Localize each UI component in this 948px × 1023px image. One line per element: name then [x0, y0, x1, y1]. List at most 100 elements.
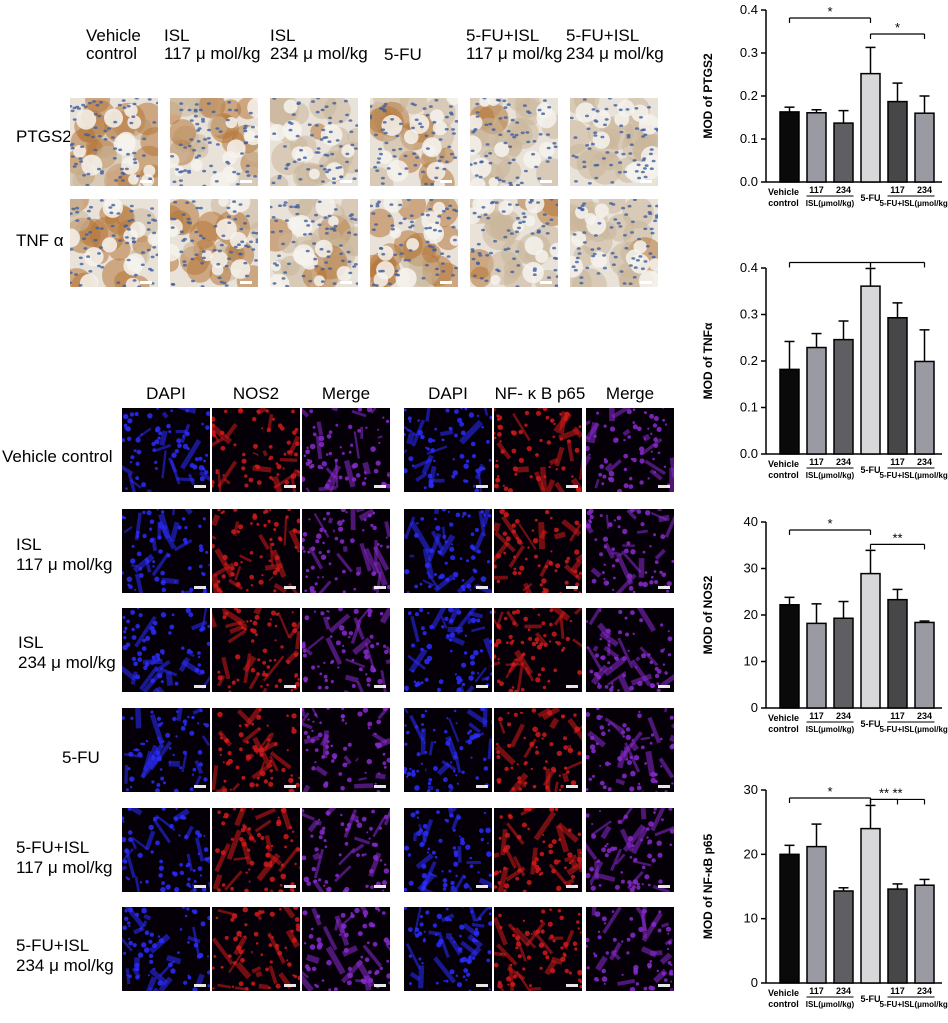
x-tick-label-117: 117 [809, 185, 824, 195]
if-micrograph-r4-c1 [212, 808, 300, 892]
if-row-label-isl234: ISL 234 μ mol/kg [18, 633, 116, 672]
bar-4 [887, 598, 908, 709]
x-tick-label-234: 234 [836, 185, 851, 195]
ihc-col-label-isl234: ISL 234 μ mol/kg [270, 26, 368, 63]
if-micrograph-r5-c0 [122, 907, 210, 991]
bar-3 [860, 827, 881, 984]
if-row-label-5fu-isl117: 5-FU+ISL 117 μ mol/kg [16, 838, 113, 877]
y-tick-label: 0.0 [740, 174, 758, 189]
x-tick-label-234: 234 [836, 457, 851, 467]
chart-svg-1: MOD of TNFα 0.0 0.1 0.2 0.3 0.4 ** ** Vehiclecon… [701, 258, 948, 480]
sig-label-1: ** [892, 258, 902, 263]
x-tick-label-234: 234 [836, 711, 851, 721]
x-group-label-5fu-isl: 5-FU+ISL(μmol/kg) [880, 199, 948, 208]
x-tick-label-control: control [768, 470, 799, 480]
if-header-nfkb: NF- κ B p65 [494, 384, 586, 403]
bar-0 [779, 853, 800, 984]
chart-nos2: MOD of NOS2 0 10 20 30 40 * ** Vehicle control 117… [696, 512, 948, 748]
bar-5 [914, 360, 935, 455]
if-micrograph-r3-c4 [494, 708, 582, 792]
bar-0 [779, 368, 800, 455]
if-row-label-5fu-isl234: 5-FU+ISL 234 μ mol/kg [16, 936, 114, 975]
bar-3 [860, 285, 881, 455]
if-micrograph-r1-c5 [586, 509, 674, 593]
if-micrograph-r5-c5 [586, 907, 674, 991]
chart-tnfa: MOD of TNFα 0.0 0.1 0.2 0.3 0.4 ** ** Vehiclecon… [696, 258, 948, 494]
ihc-micrograph-r1-c4 [470, 199, 558, 287]
if-micrograph-r0-c0 [122, 408, 210, 492]
ihc-micrograph-r0-c0 [70, 98, 158, 186]
y-tick-label: 0 [751, 975, 758, 990]
ihc-micrograph-r1-c1 [170, 199, 258, 287]
x-tick-label-117: 117 [809, 457, 824, 467]
if-micrograph-r4-c3 [404, 808, 492, 892]
bar-1 [806, 346, 827, 455]
x-group-label-isl: ISL(μmol/kg) [806, 199, 855, 208]
x-tick-label-control: control [768, 724, 799, 734]
bar-2 [833, 890, 854, 984]
ihc-col-label-isl117: ISL 117 μ mol/kg [164, 26, 261, 63]
if-header-merge-right: Merge [605, 384, 655, 403]
if-micrograph-r4-c4 [494, 808, 582, 892]
y-axis-label: MOD of PTGS2 [701, 53, 715, 139]
y-tick-label: 40 [744, 514, 758, 529]
bar-4 [887, 317, 908, 455]
if-micrograph-r1-c2 [302, 509, 390, 593]
if-micrograph-r5-c1 [212, 907, 300, 991]
bar-1 [806, 845, 827, 984]
y-tick-label: 0.1 [740, 400, 758, 415]
y-tick-label: 0 [751, 700, 758, 715]
bar-0 [779, 604, 800, 709]
bar-2 [833, 122, 854, 183]
chart-nfkb: MOD of NF-κB p65 0 10 20 30 * ** ** Vehicle contr… [696, 780, 948, 1023]
y-axis-label: MOD of TNFα [701, 322, 715, 399]
y-tick-label: 0.3 [740, 45, 758, 60]
x-tick-label-117: 117 [809, 711, 824, 721]
if-micrograph-r3-c5 [586, 708, 674, 792]
y-tick-label: 0.0 [740, 446, 758, 461]
y-tick-label: 0.1 [740, 131, 758, 146]
if-header-dapi-left: DAPI [146, 384, 186, 403]
x-group-label-isl: ISL(μmol/kg) [806, 1000, 855, 1009]
x-tick-label-vehicle: Vehicle [768, 459, 799, 469]
if-micrograph-r1-c4 [494, 509, 582, 593]
x-tick-label-5fu: 5-FU [861, 193, 881, 203]
ihc-col-label-5fu: 5-FU [384, 45, 422, 64]
bar-0 [779, 111, 800, 183]
sig-label-0: * [827, 4, 832, 19]
if-micrograph-r3-c0 [122, 708, 210, 792]
ihc-micrograph-r0-c5 [570, 98, 658, 186]
y-tick-label: 10 [744, 911, 758, 926]
if-micrograph-r2-c3 [404, 608, 492, 692]
x-tick-label-117b: 117 [890, 986, 905, 996]
x-tick-label-234b: 234 [917, 185, 932, 195]
x-tick-label-234b: 234 [917, 986, 932, 996]
sig-label-1: ** [879, 785, 889, 800]
sig-label-0: * [827, 516, 832, 531]
bar-1 [806, 112, 827, 183]
x-tick-label-control: control [768, 999, 799, 1009]
y-tick-label: 0.3 [740, 307, 758, 322]
x-tick-label-5fu: 5-FU [861, 719, 881, 729]
x-tick-label-117b: 117 [890, 185, 905, 195]
if-micrograph-r1-c3 [404, 509, 492, 593]
ihc-row-label-ptgs2: PTGS2 [16, 127, 72, 146]
x-group-label-isl: ISL(μmol/kg) [806, 471, 855, 480]
x-group-label-isl: ISL(μmol/kg) [806, 725, 855, 734]
ihc-micrograph-r1-c2 [270, 199, 358, 287]
bar-4 [887, 888, 908, 984]
x-tick-label-117b: 117 [890, 457, 905, 467]
ihc-col-label-5fu-isl117: 5-FU+ISL 117 μ mol/kg [466, 26, 563, 63]
sig-label-1: * [895, 20, 900, 35]
if-micrograph-r0-c5 [586, 408, 674, 492]
bar-2 [833, 617, 854, 709]
ihc-micrograph-r0-c1 [170, 98, 258, 186]
if-micrograph-r2-c1 [212, 608, 300, 692]
y-tick-label: 20 [744, 607, 758, 622]
ihc-col-label-vehicle: Vehicle control [86, 26, 141, 63]
if-micrograph-r0-c2 [302, 408, 390, 492]
if-micrograph-r1-c1 [212, 509, 300, 593]
ihc-micrograph-r1-c5 [570, 199, 658, 287]
x-tick-label-234: 234 [836, 986, 851, 996]
ihc-micrograph-r0-c4 [470, 98, 558, 186]
